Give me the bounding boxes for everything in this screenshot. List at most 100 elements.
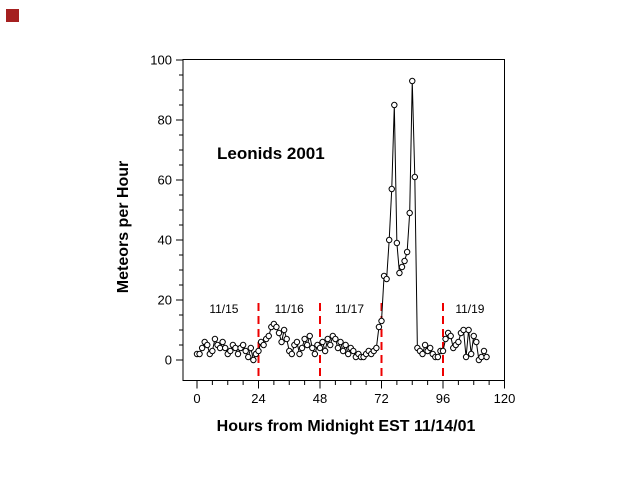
data-point [398,263,406,271]
data-point [293,338,301,346]
data-point [303,341,311,349]
data-point [247,344,255,352]
y-tick-label: 60 [158,173,172,188]
plot-border [182,59,505,381]
data-point [393,239,401,247]
x-tick-label: 120 [494,391,516,406]
data-point [455,338,462,346]
data-markers [193,77,490,364]
data-point [232,344,239,352]
data-point [275,329,283,337]
x-tick-label: 24 [251,391,265,406]
data-point [309,344,316,352]
data-point [391,101,398,109]
data-point [401,257,408,265]
data-point [216,344,224,352]
data-point [204,341,211,349]
data-point [434,353,442,361]
data-point [403,248,411,256]
day-label: 11/16 [275,302,304,316]
data-point [421,341,429,349]
day-labels: 11/15 11/16 11/17 11/19 [209,302,484,316]
data-point [311,350,319,358]
data-point [319,338,326,346]
data-point [196,350,203,358]
data-point [462,353,470,361]
data-point [298,344,306,352]
red-corner-marker [6,9,19,22]
data-point [324,335,331,343]
data-point [296,350,303,358]
x-tick-labels: 0 24 48 72 96 120 [193,391,515,406]
data-point [260,341,267,349]
data-point [470,332,477,340]
x-tick-label: 96 [436,391,450,406]
data-point [280,326,288,334]
data-point [221,344,229,352]
data-point [378,317,385,325]
data-point [227,347,234,355]
data-point [332,335,339,343]
data-point [439,347,447,355]
data-point [265,332,272,340]
x-axis-ticks [196,380,505,389]
data-point [467,350,475,358]
data-point [316,344,324,352]
data-point [245,353,252,361]
data-point [211,335,219,343]
data-point [350,347,357,355]
y-tick-label: 80 [158,113,172,128]
data-point [442,335,449,343]
data-point [419,350,426,358]
data-point [273,323,280,331]
data-point [278,338,285,346]
day-label: 11/19 [455,302,484,316]
y-tick-label: 0 [165,353,172,368]
y-tick-label: 40 [158,233,172,248]
data-point [283,335,290,343]
data-point [465,326,472,334]
data-point [239,341,247,349]
data-point [388,185,395,193]
data-point [411,173,419,181]
data-point [198,344,206,352]
data-point [375,323,383,331]
data-point [242,347,249,355]
data-point [473,338,480,346]
data-point [288,350,296,358]
data-point [396,269,403,277]
data-point [385,236,393,244]
day-label: 11/15 [209,302,238,316]
chart-annotation: Leonids 2001 [217,144,325,163]
x-tick-label: 48 [313,391,327,406]
data-point [234,350,242,358]
data-point [409,77,416,85]
data-point [219,338,226,346]
x-tick-label: 72 [374,391,388,406]
data-point [344,350,352,358]
y-axis-ticks [176,59,183,361]
data-point [306,332,313,340]
data-point [250,356,257,364]
data-point [321,347,329,355]
data-point [460,326,467,334]
data-point [301,335,308,343]
data-point [480,347,488,355]
data-point [478,353,485,361]
x-tick-label: 0 [193,391,200,406]
data-point [342,341,349,349]
data-point [334,344,342,352]
day-label: 11/17 [335,302,364,316]
data-point [209,347,216,355]
y-axis-title: Meteors per Hour [115,161,132,293]
data-point [447,332,454,340]
data-point [406,209,413,217]
data-point [337,338,344,346]
y-tick-labels: 0 20 40 60 80 100 [150,53,172,368]
data-point [383,275,390,283]
y-tick-label: 20 [158,293,172,308]
data-point [255,347,262,355]
data-point [426,344,434,352]
